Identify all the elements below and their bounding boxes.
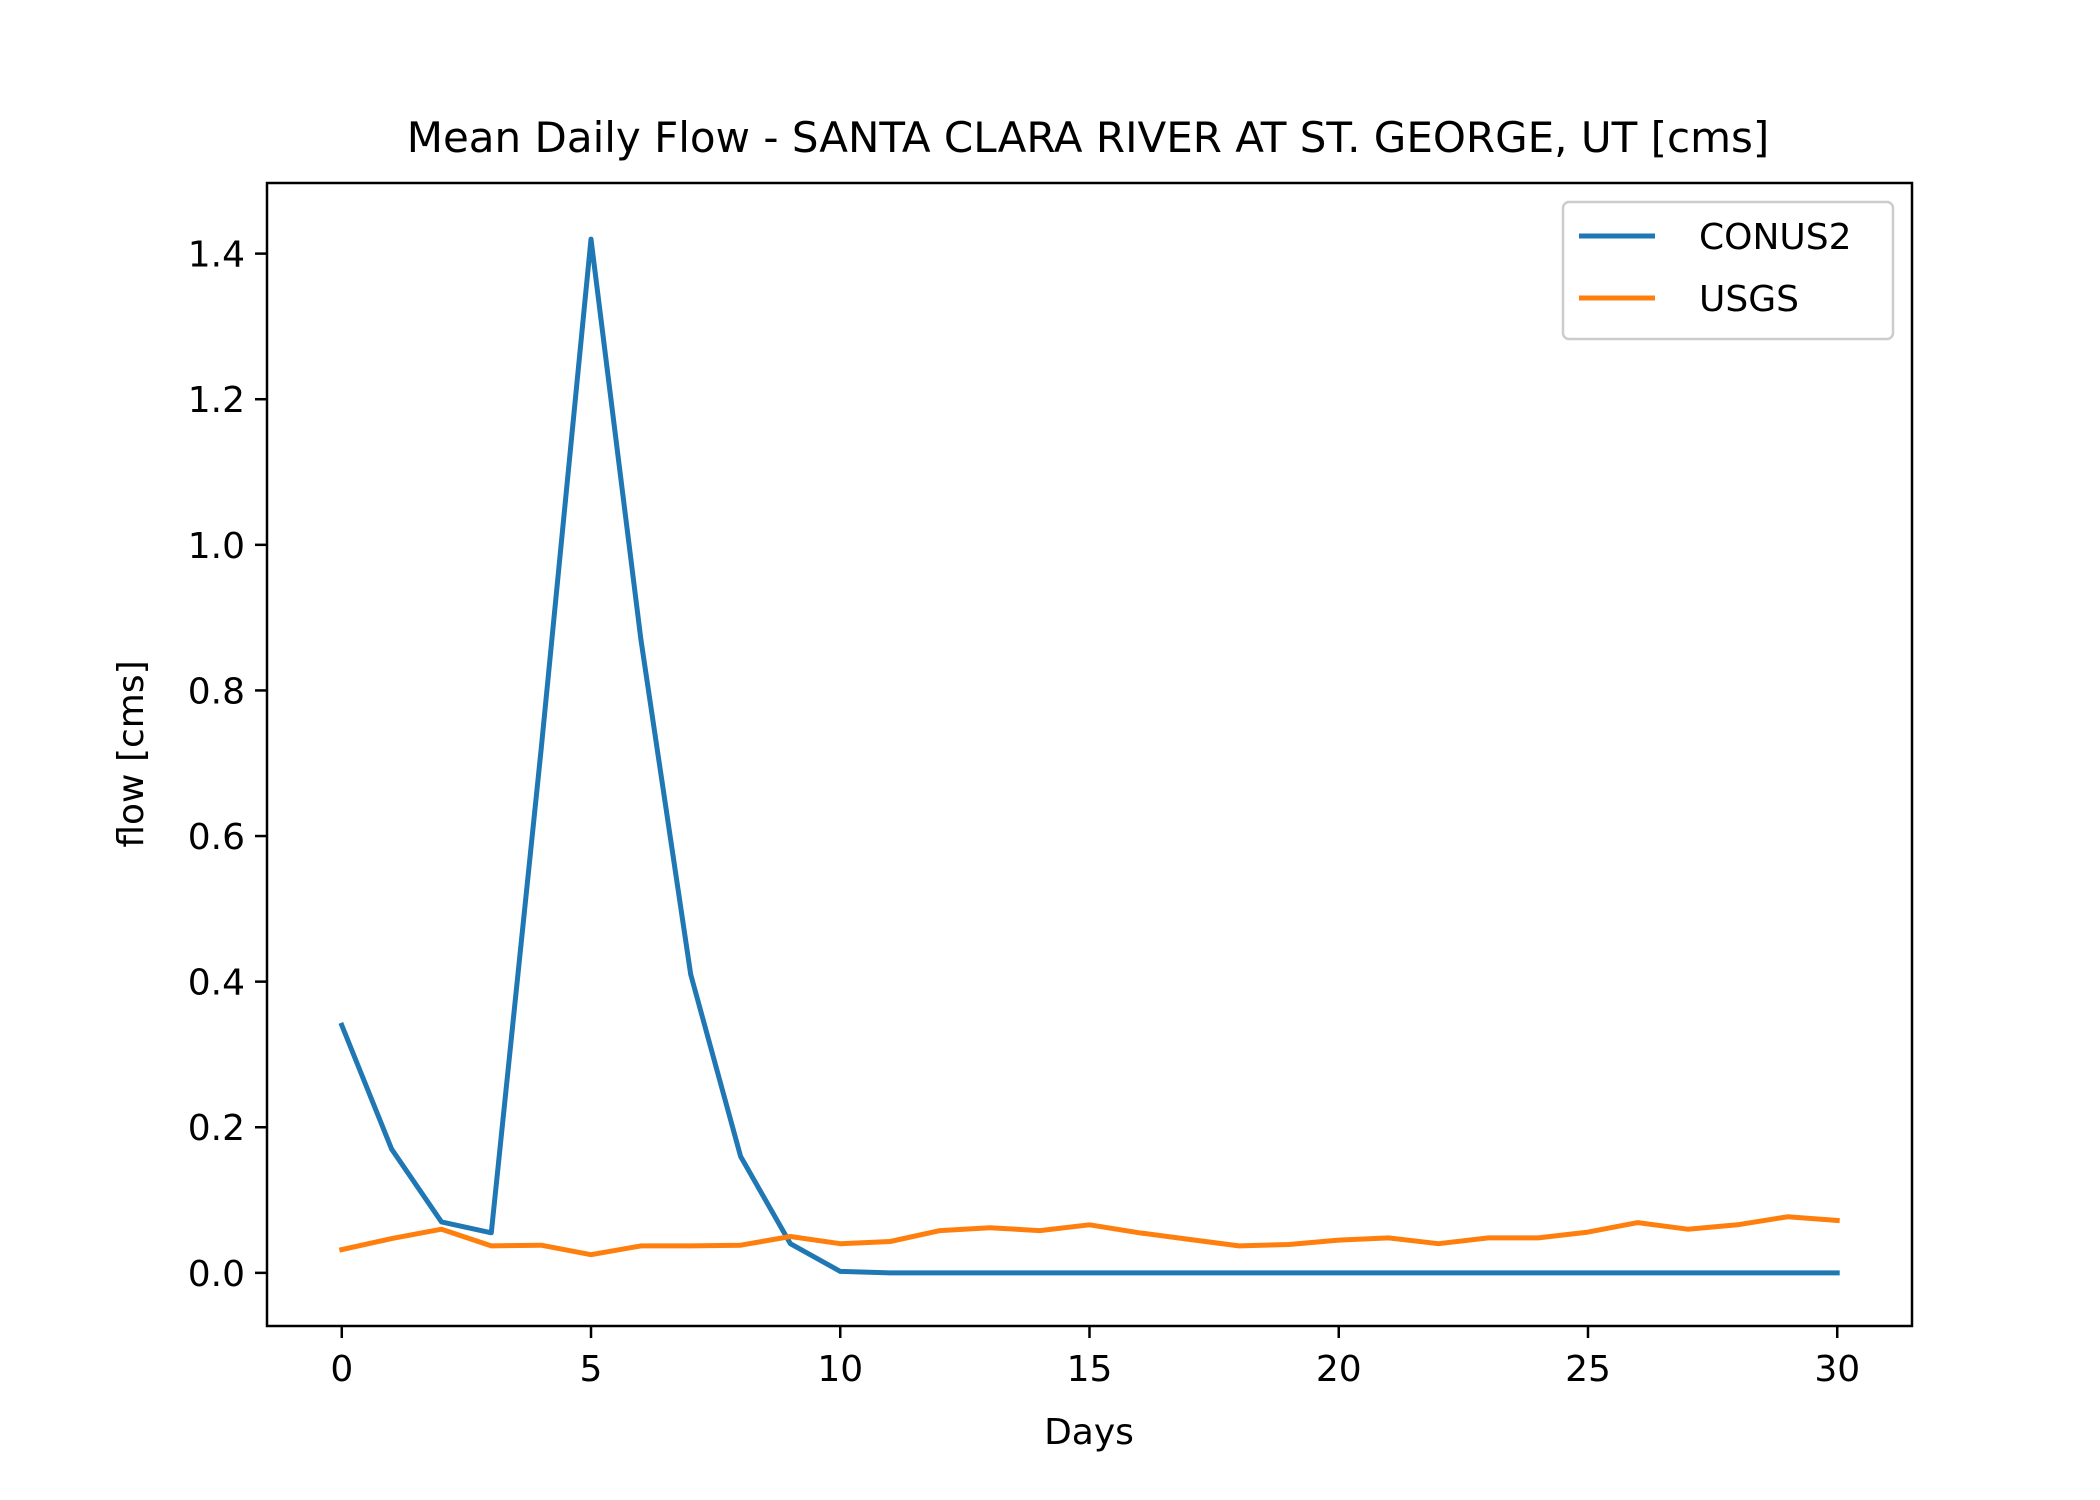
series-line-usgs — [338, 1214, 1840, 1258]
x-axis-label: Days — [1044, 1412, 1134, 1453]
y-tick-label: 1.0 — [188, 526, 245, 567]
x-tick-label: 30 — [1814, 1349, 1860, 1390]
y-tick-label: 0.6 — [188, 817, 245, 858]
series-group — [338, 236, 1840, 1276]
y-tick-label: 0.4 — [188, 963, 245, 1004]
x-tick-label: 25 — [1565, 1349, 1611, 1390]
legend-label: USGS — [1699, 279, 1799, 320]
series-line-conus2 — [338, 236, 1840, 1276]
y-tick-label: 1.2 — [188, 380, 245, 421]
x-tick-label: 10 — [817, 1349, 863, 1390]
y-tick-label: 0.0 — [188, 1254, 245, 1295]
y-axis-label: flow [cms] — [111, 660, 152, 847]
y-axis-ticks: 0.0 0.2 0.4 0.6 0.8 1.0 1.2 1.4 — [188, 235, 267, 1295]
x-tick-label: 20 — [1316, 1349, 1362, 1390]
y-tick-label: 0.8 — [188, 671, 245, 712]
legend: CONUS2 USGS — [1561, 200, 1895, 341]
x-tick-label: 0 — [330, 1349, 353, 1390]
x-tick-label: 5 — [580, 1349, 603, 1390]
y-tick-label: 1.4 — [188, 235, 245, 276]
y-tick-label: 0.2 — [188, 1108, 245, 1149]
chart-title: Mean Daily Flow - SANTA CLARA RIVER AT S… — [407, 113, 1770, 162]
x-tick-label: 15 — [1067, 1349, 1113, 1390]
legend-label: CONUS2 — [1699, 217, 1852, 258]
x-axis-ticks: 0 5 10 15 20 25 30 — [330, 1326, 1860, 1390]
